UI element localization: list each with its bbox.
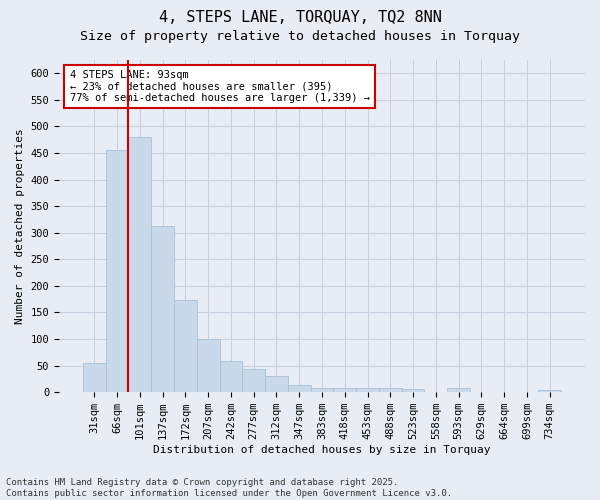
Text: Contains HM Land Registry data © Crown copyright and database right 2025.
Contai: Contains HM Land Registry data © Crown c…	[6, 478, 452, 498]
Bar	[379, 388, 402, 392]
Bar	[128, 137, 151, 392]
Bar	[288, 385, 311, 392]
Text: Size of property relative to detached houses in Torquay: Size of property relative to detached ho…	[80, 30, 520, 43]
Bar	[242, 370, 265, 392]
Bar	[265, 376, 288, 392]
Text: 4 STEPS LANE: 93sqm
← 23% of detached houses are smaller (395)
77% of semi-detac: 4 STEPS LANE: 93sqm ← 23% of detached ho…	[70, 70, 370, 103]
Bar	[83, 363, 106, 392]
X-axis label: Distribution of detached houses by size in Torquay: Distribution of detached houses by size …	[153, 445, 491, 455]
Bar	[174, 300, 197, 392]
Y-axis label: Number of detached properties: Number of detached properties	[15, 128, 25, 324]
Bar	[334, 388, 356, 392]
Text: 4, STEPS LANE, TORQUAY, TQ2 8NN: 4, STEPS LANE, TORQUAY, TQ2 8NN	[158, 10, 442, 25]
Bar	[447, 388, 470, 392]
Bar	[311, 388, 334, 392]
Bar	[106, 150, 128, 392]
Bar	[220, 362, 242, 392]
Bar	[356, 388, 379, 392]
Bar	[538, 390, 561, 392]
Bar	[151, 226, 174, 392]
Bar	[402, 389, 424, 392]
Bar	[197, 339, 220, 392]
